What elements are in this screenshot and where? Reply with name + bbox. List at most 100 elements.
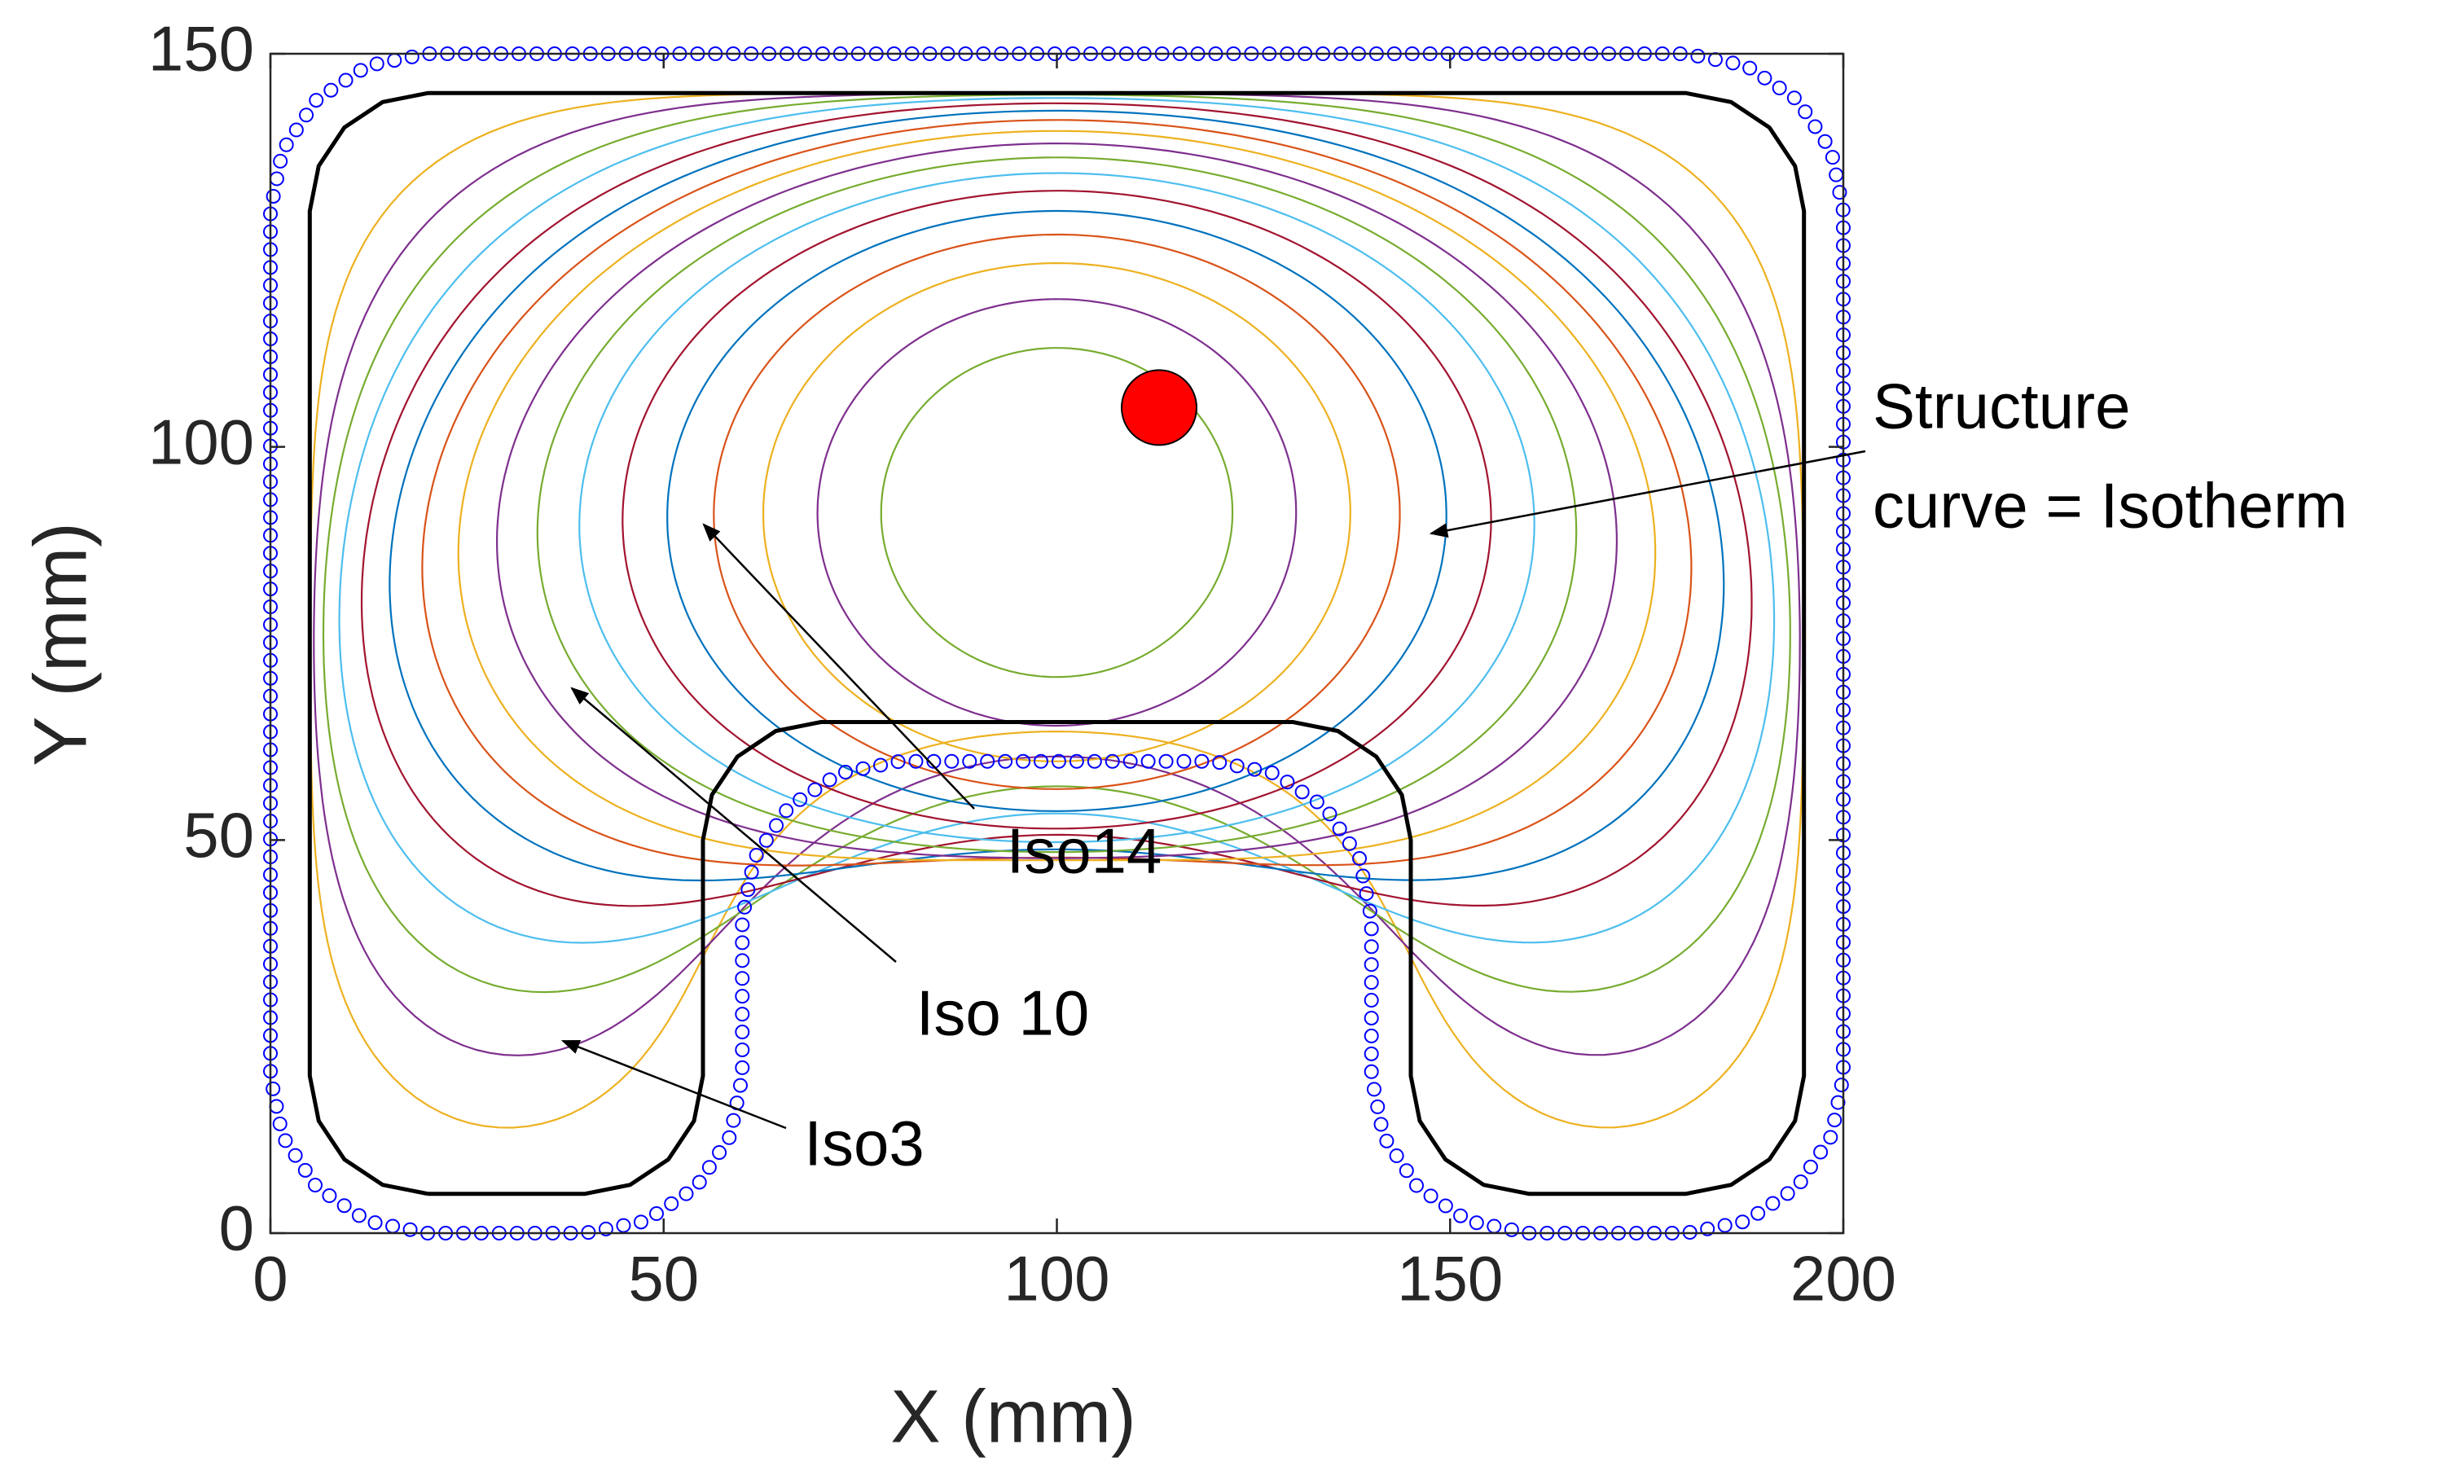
marker [1370,1099,1386,1114]
marker [323,82,339,98]
marker [926,753,942,769]
marker [1087,753,1102,769]
marker [1765,1196,1781,1211]
marker [1408,1178,1424,1193]
marker [1294,784,1310,800]
isotherm-contour [313,92,1801,1056]
marker [1399,1163,1414,1179]
marker [1469,1215,1484,1231]
marker [1742,60,1758,76]
marker [1016,753,1031,769]
marker [1772,81,1787,96]
marker [1355,868,1371,884]
marker [351,1208,367,1223]
marker [980,753,995,769]
marker [1364,1046,1379,1061]
x-tick-label: 100 [1004,1243,1109,1315]
isotherm-contour [495,143,1619,859]
isotherm-contour [338,97,1776,944]
x-tick-label: 50 [628,1243,699,1315]
isotherm-contour [389,109,1725,882]
marker [749,847,764,863]
isotherm-contour [536,156,1578,854]
marker [1322,806,1337,822]
marker [336,1198,352,1214]
marker [1757,70,1772,86]
marker [1453,1208,1469,1223]
isotherm-contour [457,130,1657,862]
marker [1690,48,1706,64]
marker [1423,1188,1438,1204]
marker [1194,753,1210,769]
marker [779,803,794,819]
annotation-arrow [570,687,897,963]
marker [616,1218,631,1233]
y-tick-label: 50 [183,799,254,871]
marker [732,1078,748,1093]
marker [735,1060,750,1075]
marker [737,899,753,915]
marker [1366,1082,1381,1097]
annotation: Iso 10 [916,977,1089,1049]
isotherm-contour [666,209,1447,812]
marker [807,782,823,797]
marker [1725,55,1741,71]
marker [1807,119,1823,134]
marker [744,864,759,880]
marker [908,753,924,769]
marker [1707,52,1723,68]
marker [735,1007,750,1022]
marker [1158,753,1174,769]
x-tick-label: 150 [1397,1243,1503,1315]
marker [769,818,784,833]
isotherm-contour [421,119,1693,867]
marker [367,1215,383,1231]
isotherm-contour [762,262,1351,762]
marker [1813,1144,1829,1160]
marker [701,1160,717,1175]
marker [735,1042,750,1057]
marker [822,772,837,788]
marker [1780,1186,1795,1201]
marker [1364,1028,1379,1043]
contours [309,92,1805,1129]
isotherm-contour [309,92,1805,1129]
marker [322,1188,337,1204]
marker [735,917,750,933]
marker [269,1099,284,1114]
isotherm-contour [621,190,1492,830]
marker [272,1116,288,1131]
marker [726,1113,741,1128]
x-tick-label: 200 [1790,1243,1896,1315]
marker [288,1148,303,1163]
marker [873,757,889,773]
isotherm-contour [360,102,1753,907]
marker [278,1133,293,1148]
marker [1817,134,1833,149]
marker [1379,1133,1395,1148]
marker [1069,753,1084,769]
marker [1830,1095,1846,1110]
marker [1105,753,1120,769]
marker [266,1081,281,1096]
marker [387,53,402,68]
marker [297,1162,313,1178]
marker [1364,1064,1379,1079]
heat-source [1121,369,1198,446]
annotation-arrow [702,523,975,810]
y-axis-label: Y (mm) [19,522,102,766]
marker [1364,1010,1379,1025]
marker [1389,1148,1404,1164]
marker [598,1221,613,1236]
marker [1280,775,1295,790]
marker [273,153,288,169]
marker [735,953,750,968]
marker [722,1130,737,1145]
marker [1364,993,1379,1008]
marker [1803,1159,1818,1174]
marker [385,1218,401,1234]
marker [1247,762,1263,777]
marker [266,188,281,204]
marker [1487,1218,1502,1234]
marker [1823,1130,1838,1145]
